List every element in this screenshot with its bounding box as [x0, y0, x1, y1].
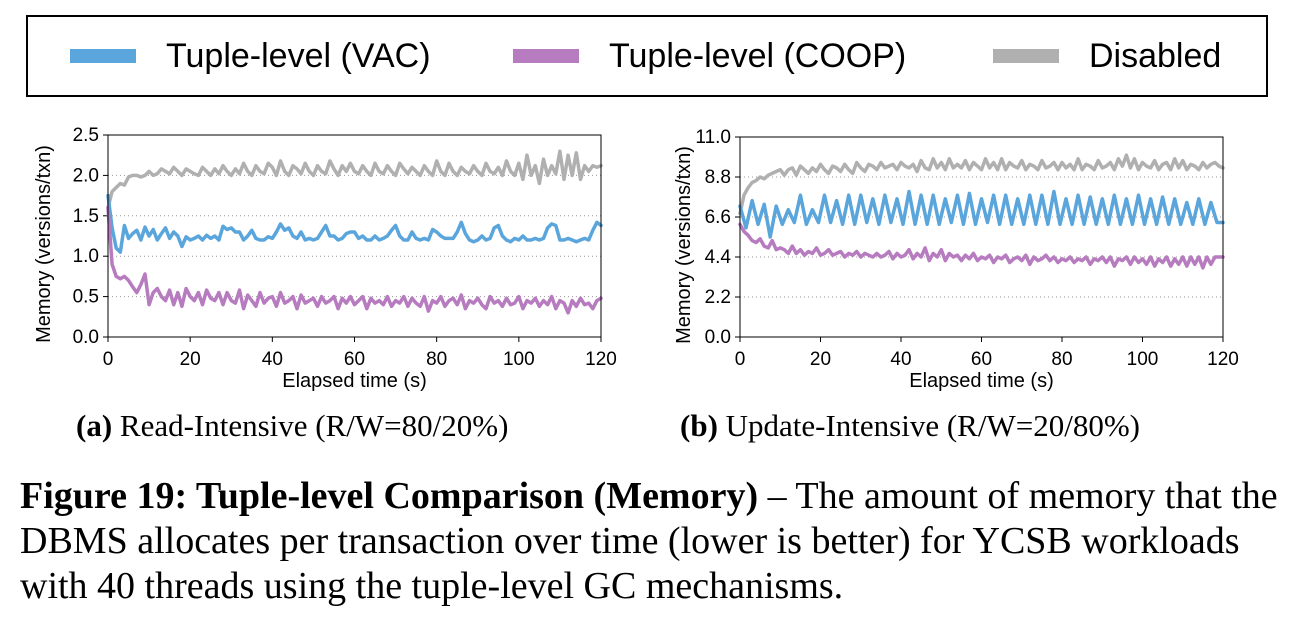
legend-swatch-vac: [70, 49, 136, 63]
figure-caption-title: Figure 19: Tuple-level Comparison (Memor…: [20, 475, 759, 517]
chart-b-ytick-label: 8.8: [705, 167, 731, 188]
chart-b-series-tuple-level-coop: [738, 222, 1225, 270]
legend-swatch-disabled: [993, 49, 1059, 63]
chart-a-ytick-label: 1.0: [73, 246, 99, 267]
chart-a-xlabel: Elapsed time (s): [282, 370, 427, 392]
chart-a-frame: [107, 134, 602, 338]
chart-a-series-disabled: [106, 149, 603, 210]
chart-a-xtick-label: 100: [503, 349, 535, 370]
subcaption-b-text: Update-Intensive (R/W=20/80%): [717, 408, 1140, 443]
subcaption-b: (b) Update-Intensive (R/W=20/80%): [680, 408, 1140, 444]
chart-b-xtick-label: 0: [735, 349, 746, 370]
legend-swatch-coop: [513, 49, 579, 63]
chart-a-ylabel: Memory (versions/txn): [33, 145, 55, 343]
legend-item-vac: Tuple-level (VAC): [70, 17, 431, 95]
chart-a-xtick-label: 40: [262, 349, 283, 370]
chart-b-xtick-label: 100: [1127, 349, 1159, 370]
chart-a-xtick-label: 80: [426, 349, 447, 370]
chart-b-xtick-label: 80: [1051, 349, 1072, 370]
chart-a-ytick-label: 1.5: [73, 206, 99, 227]
legend-item-coop: Tuple-level (COOP): [513, 17, 906, 95]
chart-b-ytick-label: 6.6: [705, 207, 731, 228]
chart-b-series-disabled: [738, 153, 1225, 216]
chart-b-series-tuple-level-vac: [738, 189, 1225, 239]
chart-b-xlabel: Elapsed time (s): [909, 370, 1054, 392]
chart-b-frame: [739, 136, 1224, 338]
chart-a-xtick-label: 60: [344, 349, 365, 370]
chart-a-ytick-label: 0.5: [73, 287, 99, 308]
chart-a-ytick-label: 0.0: [73, 327, 99, 348]
chart-a-ytick-label: 2.5: [73, 125, 99, 146]
chart-b-xtick-label: 40: [890, 349, 911, 370]
chart-update-intensive: 0.0 2.2 4.4 6.6 8.8 11.0 0 20 40 60 80 100 120 Elapse…: [673, 127, 1239, 392]
chart-a-series-tuple-level-coop: [106, 205, 603, 315]
chart-read-intensive: 0.0 0.5 1.0 1.5 2.0 2.5 0 20 40 60 80 100 120 Elapsed…: [33, 125, 617, 392]
legend-label-coop: Tuple-level (COOP): [609, 36, 907, 75]
chart-b-xtick-label: 60: [971, 349, 992, 370]
subcaption-b-letter: (b): [680, 408, 718, 443]
chart-a-xtick-label: 120: [585, 349, 617, 370]
subcaption-a: (a) Read-Intensive (R/W=80/20%): [76, 408, 508, 444]
legend-label-vac: Tuple-level (VAC): [166, 36, 431, 75]
chart-a-xtick-label: 0: [103, 349, 114, 370]
figure-caption-body: – The amount of memory that the DBMS all…: [20, 475, 1278, 607]
chart-b-xtick-label: 120: [1207, 349, 1239, 370]
chart-a-xtick-label: 20: [180, 349, 201, 370]
chart-b-ytick-label: 2.2: [705, 287, 731, 308]
legend-label-disabled: Disabled: [1089, 36, 1222, 75]
chart-b-xtick-label: 20: [810, 349, 831, 370]
chart-b-ylabel: Memory (versions/txn): [673, 146, 695, 344]
chart-a-ytick-label: 2.0: [73, 165, 99, 186]
legend-item-disabled: Disabled: [993, 17, 1221, 95]
chart-b-ytick-label: 11.0: [695, 127, 731, 148]
chart-b-ytick-label: 4.4: [705, 247, 732, 268]
subcaption-a-letter: (a): [76, 408, 113, 443]
chart-legend: Tuple-level (VAC) Tuple-level (COOP) Dis…: [26, 15, 1268, 97]
chart-a-series-tuple-level-vac: [106, 193, 603, 254]
chart-b-ytick-label: 0.0: [705, 327, 731, 348]
figure-caption: Figure 19: Tuple-level Comparison (Memor…: [20, 474, 1280, 609]
subcaption-a-text: Read-Intensive (R/W=80/20%): [112, 408, 509, 443]
